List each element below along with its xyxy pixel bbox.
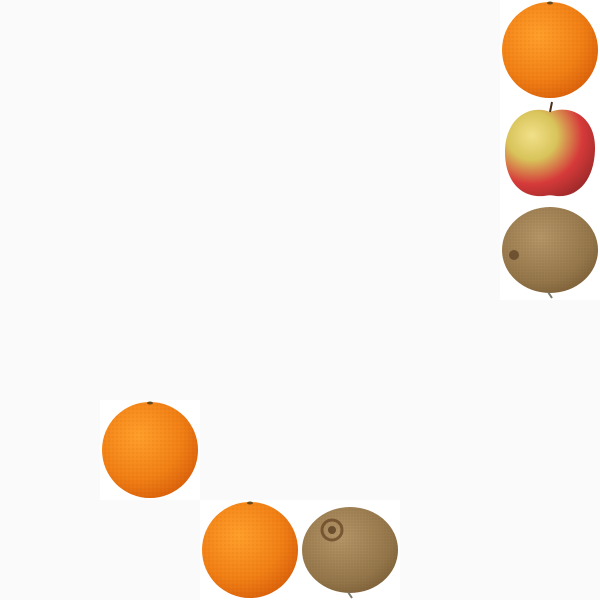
fruit-tile-orange-top-right — [500, 0, 600, 100]
apple-body — [505, 109, 596, 197]
fruit-tile-kiwi-right — [500, 200, 600, 300]
kiwi-image — [502, 207, 598, 299]
orange-stem — [547, 1, 553, 5]
apple-image — [505, 101, 596, 197]
apple-stem — [549, 101, 553, 113]
fruit-tile-kiwi-bottom — [300, 500, 400, 600]
kiwi-image — [302, 507, 398, 599]
fruit-tile-orange-lower-left — [100, 400, 200, 500]
orange-image — [102, 401, 198, 498]
fruit-tile-orange-bottom — [200, 500, 300, 600]
orange-image — [202, 501, 298, 598]
orange-stem — [247, 501, 253, 505]
fruit-tile-apple-right — [500, 100, 600, 200]
orange-stem — [147, 401, 153, 405]
orange-image — [502, 1, 598, 98]
